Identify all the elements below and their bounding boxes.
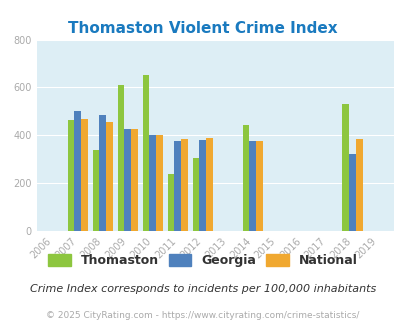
Bar <box>74 112 81 231</box>
Bar <box>199 140 206 231</box>
Bar <box>348 154 355 231</box>
Bar <box>92 150 99 231</box>
Bar <box>142 75 149 231</box>
Bar <box>192 158 199 231</box>
Bar <box>117 84 124 231</box>
Bar <box>181 139 188 231</box>
Bar <box>124 129 131 231</box>
Bar <box>242 124 249 231</box>
Bar <box>106 122 113 231</box>
Text: Thomaston Violent Crime Index: Thomaston Violent Crime Index <box>68 21 337 36</box>
Bar <box>131 129 138 231</box>
Bar <box>99 115 106 231</box>
Bar <box>156 135 162 231</box>
Bar <box>256 141 262 231</box>
Text: Crime Index corresponds to incidents per 100,000 inhabitants: Crime Index corresponds to incidents per… <box>30 284 375 294</box>
Bar <box>206 138 212 231</box>
Bar <box>249 141 256 231</box>
Bar <box>68 120 74 231</box>
Bar <box>342 104 348 231</box>
Bar <box>81 118 87 231</box>
Bar <box>355 139 362 231</box>
Legend: Thomaston, Georgia, National: Thomaston, Georgia, National <box>43 249 362 272</box>
Bar <box>149 135 156 231</box>
Bar <box>167 174 174 231</box>
Text: © 2025 CityRating.com - https://www.cityrating.com/crime-statistics/: © 2025 CityRating.com - https://www.city… <box>46 311 359 320</box>
Bar <box>174 141 181 231</box>
